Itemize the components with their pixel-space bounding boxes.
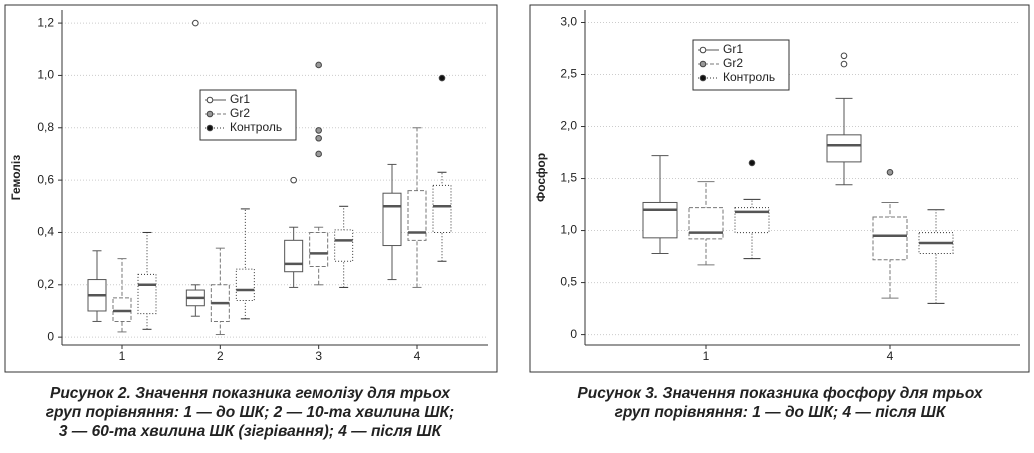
chart-frame [529,4,1030,373]
x-tick-label: 1 [119,349,126,363]
y-tick-label: 2,0 [560,119,577,133]
legend-label: Контроль [723,70,775,84]
box [137,273,157,315]
box [284,239,304,273]
x-tick-label: 4 [887,349,894,363]
legend-label: Gr2 [723,56,743,70]
x-tick-label: 2 [217,349,224,363]
y-tick-label: 0,2 [37,277,54,291]
y-tick-label: 1,0 [37,68,54,82]
y-tick-label: 1,2 [37,15,54,29]
outlier [840,52,848,60]
outlier [748,159,756,167]
box [432,184,452,233]
box [235,268,255,302]
caption: Рисунок 2. Значення показника гемолізу д… [50,385,451,402]
legend-marker [206,124,214,132]
outlier [315,150,322,158]
y-tick-label: 0,6 [37,172,54,186]
box [407,190,427,241]
y-tick-label: 0 [570,327,577,341]
y-tick-label: 0 [47,329,54,343]
y-tick-label: 0,8 [37,120,54,134]
y-axis-label: Фосфор [534,153,548,202]
y-axis-label: Гемоліз [9,155,23,200]
box [334,229,354,262]
legend-box [692,39,790,91]
legend-marker [206,96,214,104]
box [309,231,329,267]
y-tick-label: 3,0 [560,15,577,29]
box [642,201,678,239]
legend-label: Gr2 [230,106,250,120]
x-tick-label: 4 [414,349,421,363]
caption: 3 — 60-та хвилина ШК (зігрівання); 4 — п… [59,423,443,440]
x-tick-label: 1 [703,349,710,363]
box [112,297,132,322]
caption: Рисунок 3. Значення показника фосфору дл… [577,385,984,402]
outlier [315,127,322,134]
outlier [840,60,848,68]
box [688,207,724,240]
outlier [886,168,894,176]
outlier [315,134,322,142]
legend-marker [206,110,214,118]
x-tick-label: 3 [315,349,322,363]
legend-label: Gr1 [723,42,743,56]
legend-label: Gr1 [230,92,250,106]
legend-box [199,89,297,141]
outlier [192,19,199,27]
caption: груп порівняння: 1 — до ШК; 2 — 10-та хв… [46,404,454,421]
y-tick-label: 2,5 [560,67,577,81]
legend-marker [699,46,707,54]
box [872,216,908,261]
outlier [438,74,446,82]
outlier [315,61,322,69]
legend-label: Контроль [230,120,282,134]
chart-frame [4,4,498,373]
box [382,192,402,247]
y-tick-label: 0,5 [560,275,577,289]
y-tick-label: 0,4 [37,225,54,239]
outlier [290,176,297,184]
caption: груп порівняння: 1 — до ШК; 4 — після ШК [615,404,947,421]
legend-marker [699,60,707,68]
legend-marker [699,74,707,82]
y-tick-label: 1,5 [560,171,577,185]
box [826,134,862,163]
y-tick-label: 1,0 [560,223,577,237]
